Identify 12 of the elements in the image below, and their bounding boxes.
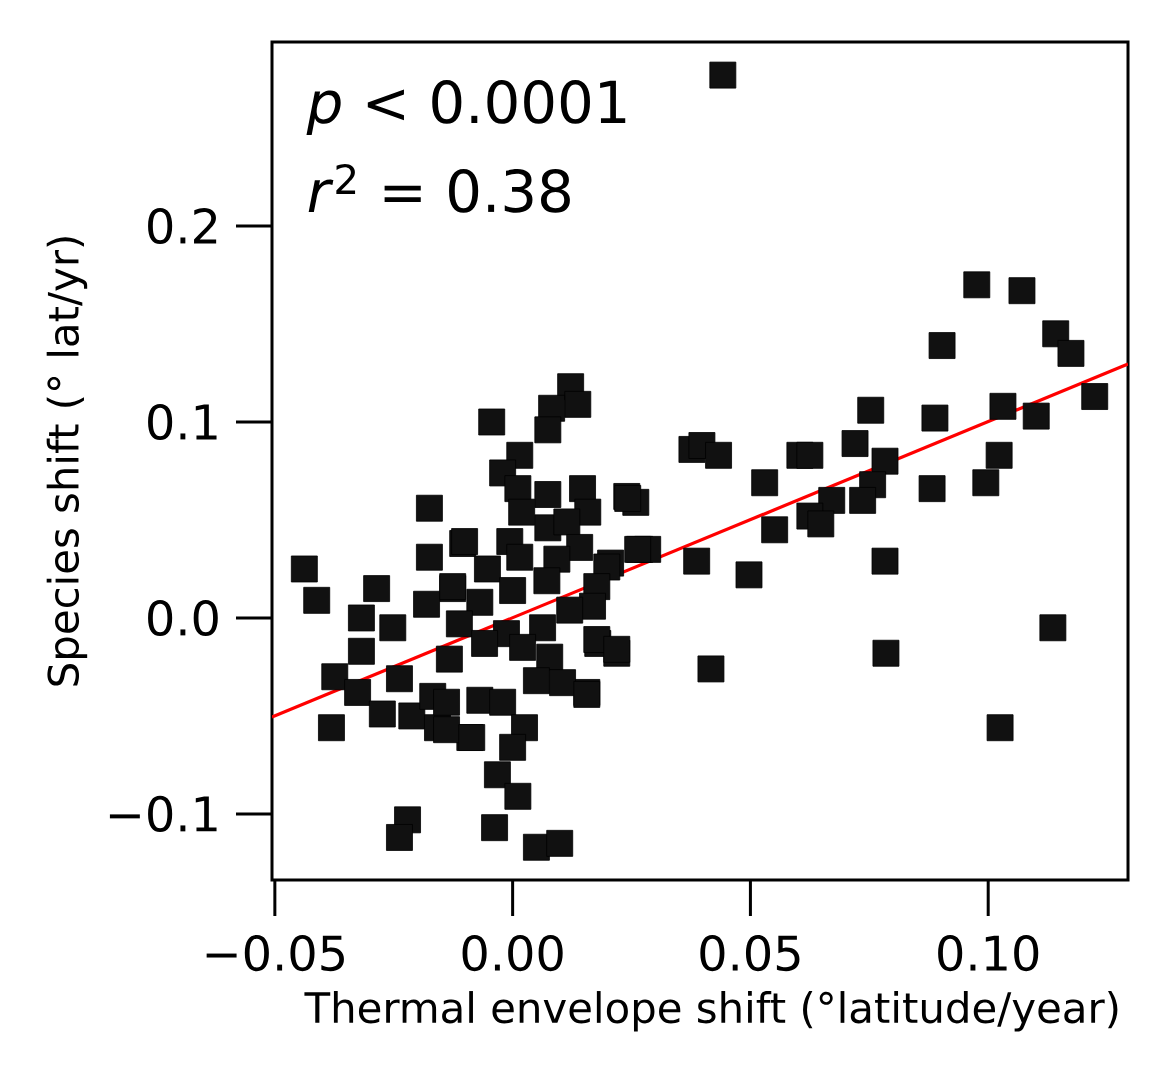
x-tick-label: 0.00 [462,935,563,972]
x-axis-title: Thermal envelope shift (°latitude/year) [304,991,1118,1032]
annotation: r$^{2}$ = 0.38 [308,163,570,213]
x-tick-label: 0.05 [700,935,800,972]
x-tick-label: 0.10 [938,935,1039,972]
y-axis-title: Species shift (° lat/yr) [46,237,88,686]
y-tick-label: 0.0 [148,599,218,637]
x-tick-label: −0.05 [206,935,344,972]
annotation: p < 0.0001 [306,80,626,136]
y-tick-label: 0.1 [148,403,217,441]
y-tick-label: −0.1 [109,795,217,833]
y-tick-label: 0.2 [148,207,217,245]
